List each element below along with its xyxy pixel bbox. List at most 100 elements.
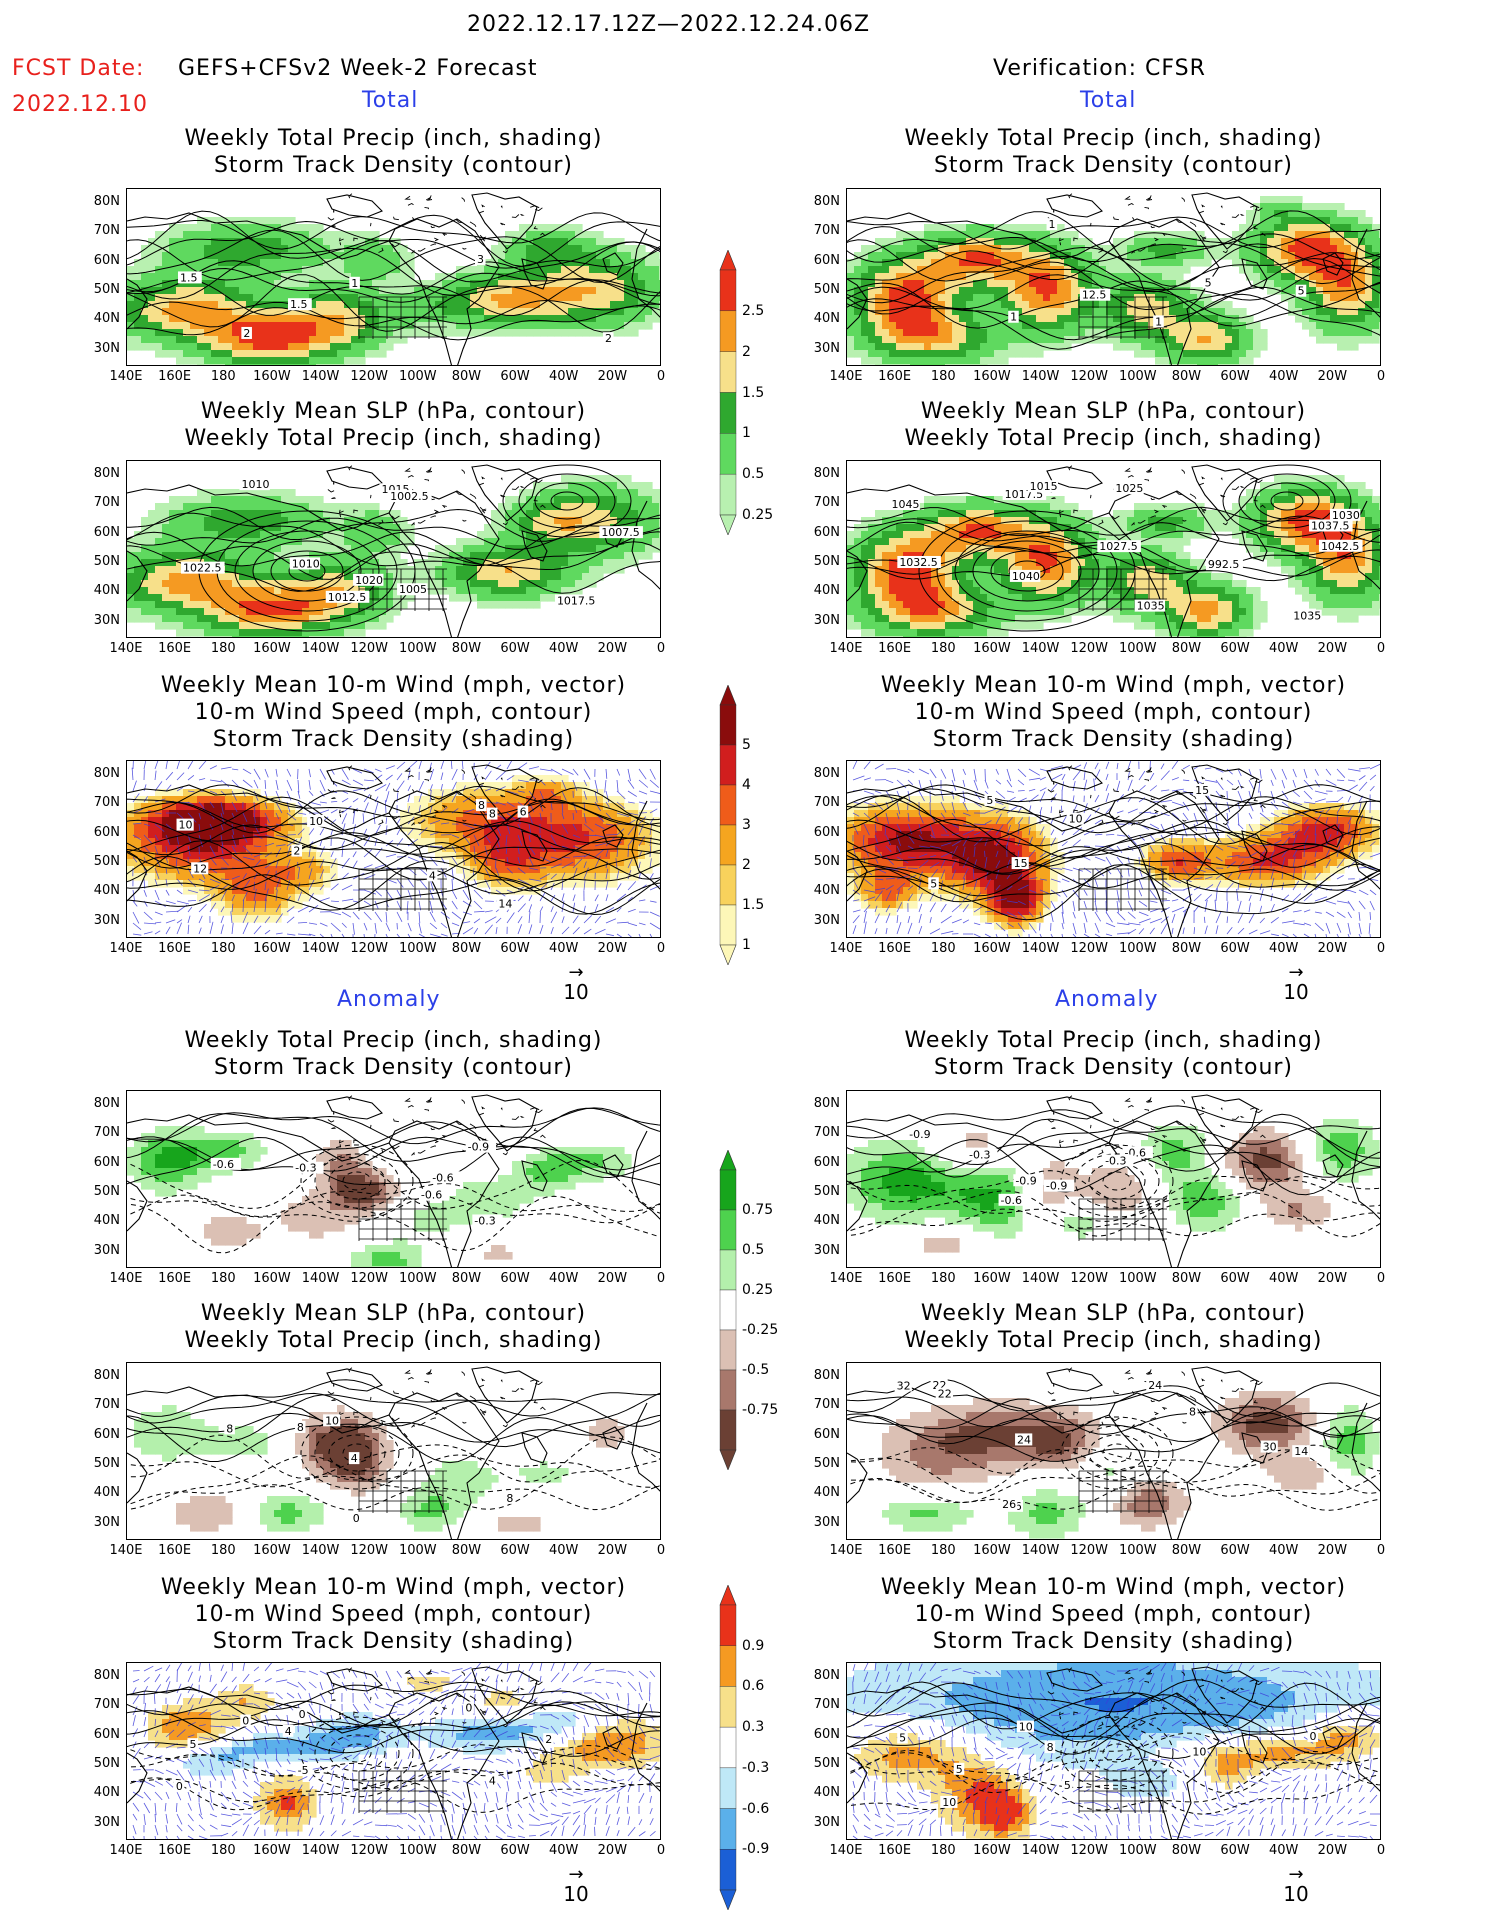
arrow-right-icon: →: [568, 1864, 584, 1885]
contour-label: 1022.5: [181, 561, 225, 575]
panel-title-line: Weekly Mean 10-m Wind (mph, vector): [160, 673, 627, 698]
latitude-tick-label: 40N: [813, 883, 840, 899]
colorbar-tick-label: -0.9: [742, 1841, 770, 1858]
panel-title-line: Weekly Mean SLP (hPa, contour): [200, 399, 587, 424]
longitude-tick-label: 180: [930, 941, 956, 956]
longitude-tick-label: 80W: [1171, 941, 1202, 956]
longitude-tick-label: 140E: [829, 369, 863, 384]
contour-label: 1042.5: [1318, 539, 1363, 553]
longitude-tick-label: 40W: [549, 941, 579, 956]
latitude-tick-label: 60N: [813, 252, 840, 268]
longitude-tick-label: 0: [656, 1271, 666, 1286]
longitude-tick-label: 160E: [158, 1271, 192, 1286]
svg-text:1007.5: 1007.5: [601, 526, 640, 539]
contour-label: 2: [543, 1733, 554, 1746]
panel-title-line: Weekly Total Precip (inch, shading): [184, 126, 603, 151]
longitude-tick-label: 40W: [549, 1843, 579, 1858]
contour-label: 1032.5: [897, 555, 941, 569]
svg-text:2: 2: [243, 327, 250, 340]
vector-key-value: 10: [1283, 980, 1309, 1004]
latitude-tick-label: 40N: [93, 1785, 120, 1801]
contour-label: 1035: [1291, 609, 1322, 623]
latitude-tick-label: 60N: [813, 1726, 840, 1742]
svg-text:1010: 1010: [292, 557, 320, 570]
map-canvas: 104010351032.5103510451042.51037.51017.5…: [847, 464, 1380, 637]
contour-label: 8: [1187, 1405, 1198, 1418]
longitude-tick-label: 0: [1376, 1843, 1386, 1858]
svg-text:1002.5: 1002.5: [390, 490, 429, 503]
contour-label: 4: [282, 1724, 294, 1738]
longitude-tick-label: 140E: [109, 1843, 143, 1858]
longitude-tick-label: 160W: [253, 941, 291, 956]
latitude-tick-label: 30N: [813, 1242, 840, 1258]
svg-text:1020: 1020: [355, 574, 383, 587]
latitude-tick-label: 80N: [93, 466, 120, 481]
longitude-tick-label: 140E: [109, 1271, 143, 1286]
panel-title-line: Weekly Mean 10-m Wind (mph, vector): [880, 673, 1347, 698]
longitude-tick-label: 40W: [1269, 1271, 1299, 1286]
contour-label: 12: [191, 862, 209, 875]
map-panel-slp_anom-left: 8 0 10 4 8 8: [126, 1362, 661, 1540]
longitude-tick-label: 120W: [1070, 941, 1109, 956]
latitude-tick-label: 60N: [93, 524, 120, 540]
section-total-right: Total: [1080, 88, 1137, 113]
map-panel-wind_total-left: 2 8 10 6 4 12 14 10 8: [126, 760, 661, 938]
latitude-tick-label: 70N: [813, 495, 840, 511]
latitude-tick-label: 80N: [93, 1668, 120, 1683]
contour-label: 8: [504, 1491, 516, 1505]
panel-title: Weekly Mean 10-m Wind (mph, vector) 10-m …: [814, 1574, 1414, 1655]
panel-title: Weekly Total Precip (inch, shading) Storm…: [814, 1027, 1414, 1081]
svg-text:5: 5: [1298, 285, 1305, 298]
contour-label: 6: [517, 805, 529, 819]
map-panel-precip_anom-left: -0.3 -0.6 -0.3 -0.6 -0.9 -0.6: [126, 1090, 661, 1268]
contour-label: 2: [291, 844, 303, 858]
contour-label: -0.3: [967, 1148, 998, 1162]
latitude-tick-label: 70N: [813, 795, 840, 811]
contour-label: 5: [897, 1731, 908, 1745]
latitude-tick-label: 60N: [93, 252, 120, 268]
latitude-tick-label: 50N: [813, 1755, 840, 1771]
latitude-tick-label: 70N: [813, 1397, 840, 1413]
contour-label: 24: [1146, 1378, 1164, 1392]
longitude-tick-label: 180: [930, 641, 956, 656]
longitude-tick-label: 120W: [350, 941, 389, 956]
latitude-tick-label: 40N: [93, 883, 120, 899]
latitude-tick-label: 80N: [813, 1096, 840, 1111]
latitude-tick-label: 80N: [93, 1368, 120, 1383]
contour-label: 1: [1046, 218, 1058, 231]
contour-label: 1: [349, 276, 360, 290]
panel-title: Weekly Total Precip (inch, shading) Storm…: [94, 1027, 694, 1081]
longitude-tick-label: 140W: [301, 1271, 340, 1286]
panel-title-line: 10-m Wind Speed (mph, contour): [914, 700, 1313, 725]
longitude-tick-label: 140W: [1021, 1543, 1060, 1558]
panel-title-line: Weekly Total Precip (inch, shading): [904, 426, 1323, 451]
map-canvas: 15 10 15 5 5: [847, 761, 1380, 937]
colorbar-tick-label: 1.5: [742, 384, 765, 401]
vector-reference-key: → 10: [546, 964, 606, 1005]
latitude-tick-label: 40N: [93, 311, 120, 327]
longitude-tick-label: 40W: [549, 641, 579, 656]
contour-label: 10: [323, 1414, 341, 1427]
contour-label: -0.6: [210, 1157, 242, 1171]
longitude-tick-label: 60W: [500, 1543, 530, 1558]
colorbar-tick-label: 0.25: [742, 1282, 774, 1298]
longitude-tick-label: 80W: [1171, 641, 1202, 656]
longitude-tick-label: 120W: [1070, 369, 1109, 384]
longitude-tick-label: 40W: [1269, 1843, 1299, 1858]
contour-label: 5: [187, 1738, 199, 1751]
longitude-tick-label: 160W: [973, 369, 1011, 384]
panel-title: Weekly Mean SLP (hPa, contour) Weekly Tot…: [94, 1300, 694, 1354]
vector-key-value: 10: [563, 1882, 589, 1906]
longitude-tick-label: 80W: [1171, 1271, 1202, 1286]
longitude-tick-label: 140E: [109, 369, 143, 384]
panel-title-line: Weekly Total Precip (inch, shading): [184, 426, 603, 451]
section-anomaly-left: Anomaly: [337, 987, 441, 1012]
latitude-tick-label: 30N: [93, 912, 120, 928]
longitude-tick-label: 140E: [829, 641, 863, 656]
date-range-title: 2022.12.17.12Z—2022.12.24.06Z: [467, 12, 871, 37]
colorbar-tick-label: 2: [742, 857, 751, 873]
latitude-tick-label: 80N: [813, 194, 840, 209]
map-canvas: 10 0 10 5 8 10 5 5: [847, 1663, 1380, 1839]
contour-label: 32: [894, 1379, 912, 1393]
longitude-tick-label: 100W: [1118, 1271, 1157, 1286]
